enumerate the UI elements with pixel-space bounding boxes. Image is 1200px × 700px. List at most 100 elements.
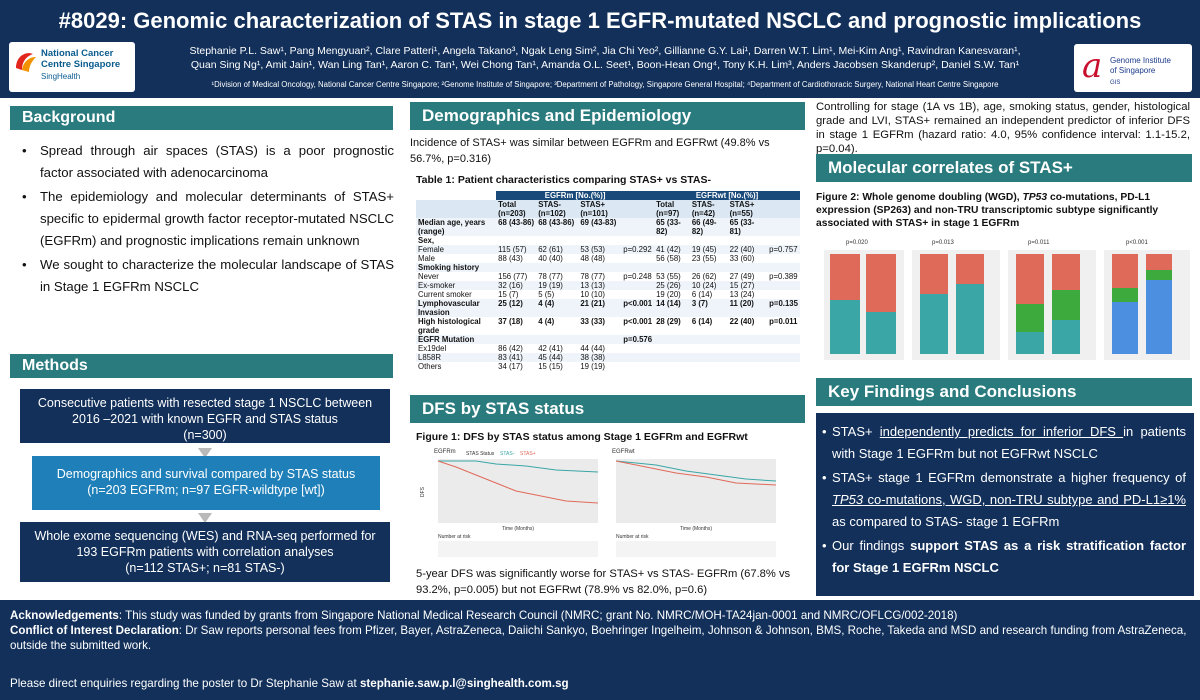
background-bullet: We sought to characterize the molecular …	[22, 254, 394, 298]
km-legend-neg: STAS-	[500, 451, 515, 457]
table-cell: 86 (42)	[498, 344, 523, 353]
table-cell: 78 (77)	[538, 272, 563, 281]
gis-abbr: GIS	[1110, 80, 1121, 86]
km-panel-label: EGFRwt	[612, 449, 635, 455]
table-row: Lymphovascular Invasion 25 (12) 4 (4) 21 (2…	[416, 299, 800, 317]
table-row-label: Median age, years (range)	[416, 218, 497, 236]
table-cell	[621, 344, 654, 353]
table-row-label: Lymphovascular Invasion	[416, 299, 497, 317]
table-cell	[690, 236, 728, 245]
table-cell	[727, 335, 768, 344]
table-cell: 48 (48)	[580, 254, 606, 263]
table-cell	[621, 218, 655, 236]
table-cell: 28 (29)	[656, 317, 681, 326]
table-cell	[536, 236, 578, 245]
acknowledgements: Acknowledgements: This study was funded …	[10, 609, 958, 622]
table-cell	[728, 344, 768, 353]
table-cell: 32 (16)	[496, 281, 537, 290]
demographics-heading: Demographics and Epidemiology	[410, 102, 805, 130]
bar-panel-transcriptomic: p<0.001	[1104, 240, 1190, 360]
table-cell: 83 (41)	[496, 353, 537, 362]
patient-characteristics-table: EGFRm [No.(%)] EGFRwt [No.(%)] Total (n=20…	[416, 191, 800, 371]
table-cell: p=0.389	[769, 272, 798, 281]
key-findings-box: STAS+ independently predicts for inferio…	[816, 413, 1194, 596]
table-cell: 22 (40)	[729, 317, 755, 326]
methods-box-demographics: Demographics and survival compared by ST…	[32, 456, 380, 510]
finding-bullet: STAS+ stage 1 EGFRm demonstrate a higher…	[822, 467, 1186, 533]
table-cell: 25 (26)	[654, 281, 690, 290]
bar-panel-tp53: p=0.013	[912, 240, 1000, 360]
table-cell	[727, 263, 768, 272]
table-cell: 15 (7)	[498, 290, 519, 299]
table-sub-header-row: Total (n=203) STAS- (n=102) STAS+ (n=101) T…	[416, 200, 800, 218]
svg-text:p=0.013: p=0.013	[932, 240, 955, 246]
table-cell: 115 (57)	[496, 245, 537, 254]
table-cell: 10 (10)	[580, 290, 606, 299]
table-cell	[690, 362, 728, 371]
table-row: Current smoker 15 (7) 5 (5) 10 (10) 19 (20) 6…	[416, 290, 800, 299]
table-row: L858R 83 (41) 45 (44) 38 (38)	[416, 353, 800, 362]
conflict-of-interest: Conflict of Interest Declaration: Dr Saw…	[10, 624, 1187, 652]
table-cell: 78 (77)	[580, 272, 606, 281]
table-cell: 53 (55)	[656, 272, 681, 281]
table-cell: 19 (20)	[656, 290, 681, 299]
table-cell: 68 (43-86)	[496, 218, 537, 236]
table-cell: 66 (49-82)	[689, 218, 728, 236]
table-group-header: EGFRwt [No.(%)]	[654, 191, 800, 200]
table-cell: 4 (4)	[536, 299, 579, 317]
table-row-label: Female	[416, 245, 497, 254]
table-cell	[689, 335, 728, 344]
table-cell: 38 (38)	[578, 353, 622, 362]
km-risk-label: Number at risk	[616, 534, 649, 540]
table-cell: 156 (77)	[498, 272, 528, 281]
dfs-text: 5-year DFS was significantly worse for S…	[416, 568, 791, 596]
singhealth-text: SingHealth	[41, 72, 81, 81]
methods-box-sequencing: Whole exome sequencing (WES) and RNA-seq…	[20, 522, 390, 582]
table-cell: 6 (14)	[691, 317, 713, 326]
table-row-label: Others	[418, 362, 442, 371]
table-cell: 19 (19)	[580, 362, 606, 371]
table-row-label: High histological grade	[418, 317, 481, 335]
table-cell	[689, 263, 728, 272]
table-cell	[654, 263, 690, 272]
table-cell: 22 (40)	[727, 245, 768, 254]
table-cell: 10 (24)	[689, 281, 728, 290]
table-row-label: Sex,	[418, 236, 435, 245]
svg-text:p=0.011: p=0.011	[1028, 240, 1050, 246]
molecular-heading: Molecular correlates of STAS+	[816, 154, 1192, 182]
table-cell	[654, 236, 690, 245]
table-cell: p=0.292	[621, 245, 655, 254]
table-cell	[727, 353, 768, 362]
table-cell	[496, 335, 537, 344]
table-cell	[767, 263, 800, 272]
table-cell	[621, 290, 654, 299]
table-cell: 88 (43)	[498, 254, 523, 263]
table-row-label: Male	[418, 254, 435, 263]
table-cell	[578, 236, 621, 245]
table-row: EGFR Mutation p=0.576	[416, 335, 800, 344]
table-row: Male 88 (43) 40 (40) 48 (48) 56 (58) 23 (55) 3…	[416, 254, 800, 263]
table-cell: 14 (14)	[654, 299, 690, 317]
table-cell: 15 (15)	[538, 362, 563, 371]
table-cell	[767, 218, 800, 236]
nccs-logo-mark	[16, 53, 36, 72]
affiliations: ¹Division of Medical Oncology, National …	[211, 80, 999, 89]
table-cell	[621, 236, 654, 245]
background-bullets: Spread through air spaces (STAS) is a po…	[22, 140, 394, 300]
table-cell	[767, 290, 800, 299]
km-legend-pos: STAS+	[520, 451, 536, 457]
finding-bullet: Our findings support STAS as a risk stra…	[822, 535, 1186, 579]
table-cell	[621, 281, 655, 290]
bar-panel-pdl1: p=0.011	[1008, 240, 1096, 360]
table-cell: p=0.135	[767, 299, 800, 317]
table-cell: p<0.001	[621, 299, 655, 317]
table-row: Ex19del 86 (42) 42 (41) 44 (44)	[416, 344, 800, 353]
table-row: Never 156 (77) 78 (77) 78 (77) p=0.248 53 (55…	[416, 272, 800, 281]
methods-heading: Methods	[10, 354, 393, 378]
contact-email[interactable]: stephanie.saw.p.l@singhealth.com.sg	[359, 677, 569, 690]
table-row-label: L858R	[416, 353, 497, 362]
poster-header: #8029: Genomic characterization of STAS …	[0, 0, 1200, 98]
table-cell	[767, 281, 800, 290]
table-cell: 40 (40)	[538, 254, 563, 263]
table-cell: 62 (61)	[536, 245, 579, 254]
